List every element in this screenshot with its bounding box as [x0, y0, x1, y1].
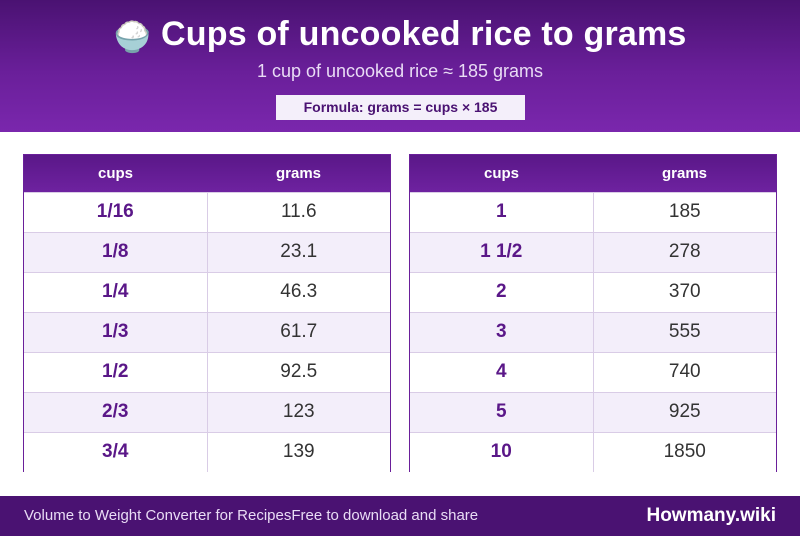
grams-cell: 1850	[593, 431, 776, 472]
cups-cell: 3/4	[24, 431, 208, 472]
cups-cell: 2	[410, 271, 594, 312]
table-row: 1 185	[410, 191, 776, 232]
page-subtitle: 1 cup of uncooked rice ≈ 185 grams	[256, 61, 544, 81]
footer-tagline: Volume to Weight Converter for RecipesFr…	[24, 496, 478, 536]
column-header-cups: cups	[97, 164, 133, 182]
cups-cell: 1 1/2	[410, 231, 594, 272]
table-row: 4 740	[410, 351, 776, 392]
site-logo[interactable]: Howmany.wiki	[646, 505, 776, 526]
cups-cell: 3	[410, 311, 594, 352]
column-header-cups: cups	[483, 164, 519, 182]
column-header-grams: grams	[661, 164, 708, 182]
grams-cell: 370	[593, 271, 776, 312]
cups-cell: 10	[410, 431, 594, 472]
table-row: 1/3 61.7	[24, 311, 390, 352]
cups-cell: 2/3	[24, 391, 208, 432]
table-row: 1/16 11.6	[24, 191, 390, 232]
table-row: 3/4 139	[24, 431, 390, 472]
grams-cell: 123	[207, 391, 390, 432]
table-row: 1/2 92.5	[24, 351, 390, 392]
footer-share-text: Free to download and share	[291, 507, 479, 524]
grams-cell: 139	[207, 431, 390, 472]
cups-cell: 1	[410, 191, 594, 232]
footer-converter-link[interactable]: Volume to Weight Converter for Recipes	[24, 507, 292, 524]
rice-bowl-icon: 🍚	[113, 21, 152, 54]
grams-cell: 555	[593, 311, 776, 352]
grams-cell: 11.6	[207, 191, 390, 232]
table-row: 10 1850	[410, 431, 776, 472]
column-header-grams: grams	[275, 164, 322, 182]
cups-cell: 4	[410, 351, 594, 392]
footer-bar: Volume to Weight Converter for RecipesFr…	[0, 496, 800, 536]
conversion-table-left: cups grams 1/16 11.6 1/8 23.1 1/4 46.3 1/3 6…	[23, 154, 391, 472]
grams-cell: 61.7	[207, 311, 390, 352]
grams-cell: 46.3	[207, 271, 390, 312]
table-header-row: cups grams	[24, 155, 390, 192]
formula-badge: Formula: grams = cups × 185	[276, 95, 525, 120]
cups-cell: 1/2	[24, 351, 208, 392]
table-row: 3 555	[410, 311, 776, 352]
table-row: 5 925	[410, 391, 776, 432]
cups-cell: 1/8	[24, 231, 208, 272]
cups-cell: 1/4	[24, 271, 208, 312]
page-title-text: Cups of uncooked rice to grams	[161, 15, 687, 53]
table-row: 1/4 46.3	[24, 271, 390, 312]
table-header-row: cups grams	[410, 155, 776, 192]
page-title: 🍚 Cups of uncooked rice to grams	[0, 12, 800, 60]
grams-cell: 925	[593, 391, 776, 432]
cups-cell: 1/3	[24, 311, 208, 352]
cups-cell: 5	[410, 391, 594, 432]
cups-cell: 1/16	[24, 191, 208, 232]
grams-cell: 185	[593, 191, 776, 232]
table-row: 2 370	[410, 271, 776, 312]
table-row: 2/3 123	[24, 391, 390, 432]
table-row: 1/8 23.1	[24, 231, 390, 272]
header-banner: 🍚 Cups of uncooked rice to grams 1 cup of…	[0, 0, 800, 132]
grams-cell: 740	[593, 351, 776, 392]
grams-cell: 92.5	[207, 351, 390, 392]
grams-cell: 278	[593, 231, 776, 272]
conversion-table-right: cups grams 1 185 1 1/2 278 2 370 3 555 4 740 …	[409, 154, 777, 472]
table-row: 1 1/2 278	[410, 231, 776, 272]
grams-cell: 23.1	[207, 231, 390, 272]
